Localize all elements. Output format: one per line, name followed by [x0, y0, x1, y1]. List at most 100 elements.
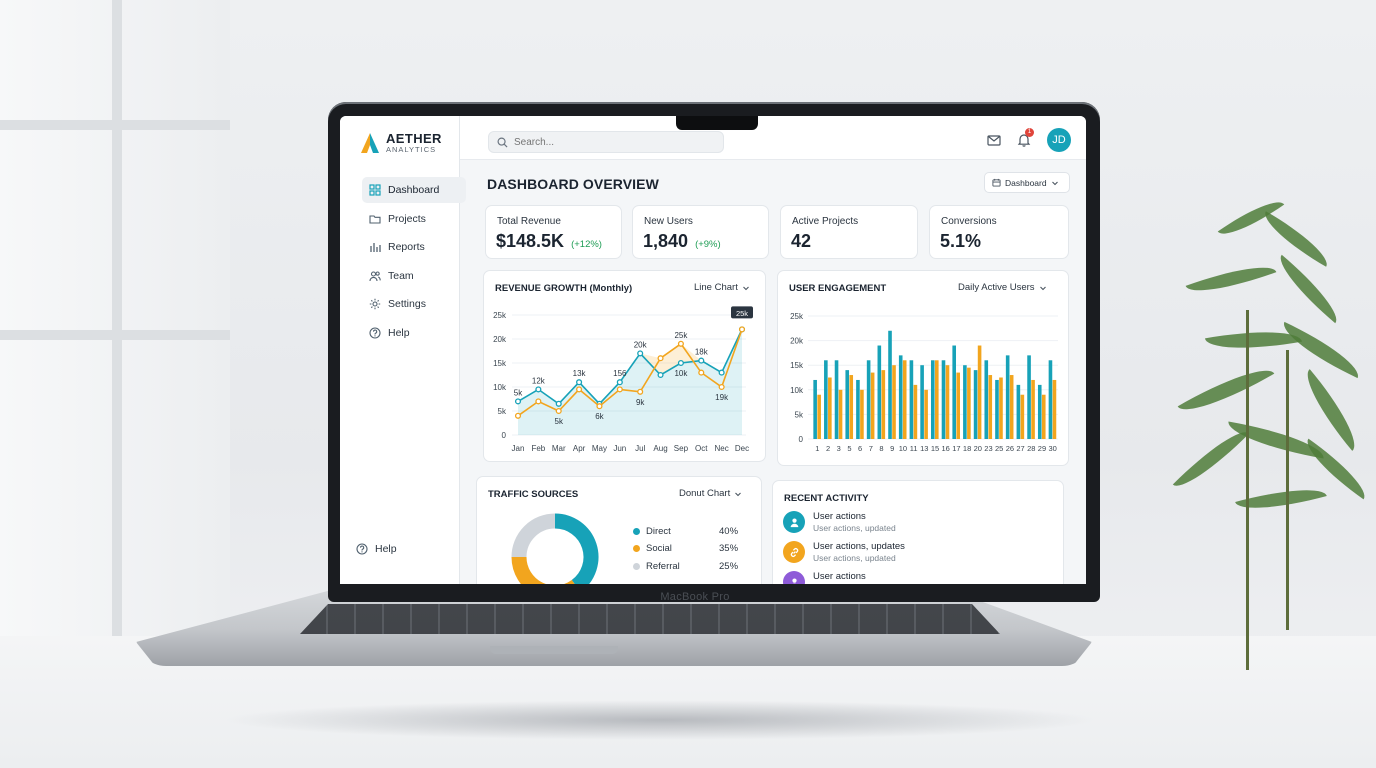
bar-orange [902, 360, 907, 439]
chart-type-select[interactable]: Donut Chart [679, 488, 742, 499]
x-tick-label: 1 [815, 444, 819, 453]
data-point [576, 379, 583, 386]
data-label: 12k [532, 376, 546, 385]
activity-item[interactable]: User actions User actions, updated [783, 511, 896, 533]
bar-teal [898, 355, 903, 439]
data-label: 5k [555, 417, 564, 426]
data-point [616, 386, 623, 393]
data-label: 18k [695, 348, 709, 357]
data-label: 25k [674, 331, 688, 340]
kpi-value: 5.1% [940, 231, 982, 251]
sidebar-item-team[interactable]: Team [362, 263, 466, 289]
bar-teal [920, 365, 924, 439]
user-engagement-card: USER ENGAGEMENT Daily Active Users 0 5k 10… [777, 270, 1069, 466]
bar-orange [924, 389, 928, 439]
mail-icon[interactable] [986, 132, 1002, 148]
sidebar-item-help[interactable]: Help [362, 320, 466, 346]
bar-teal [1005, 355, 1010, 439]
bar-teal [834, 360, 839, 439]
data-label: 13k [573, 369, 587, 378]
metric-select[interactable]: Daily Active Users [958, 282, 1047, 293]
kpi-label: Conversions [941, 216, 997, 227]
bar-orange [892, 365, 896, 439]
kpi-value: 42 [791, 231, 812, 251]
y-tick-label: 10k [790, 386, 804, 395]
device-label: MacBook Pro [660, 591, 730, 603]
x-tick-label: Nec [715, 444, 729, 453]
activity-title: User actions, updates [813, 541, 905, 552]
x-tick-label: 27 [1016, 444, 1024, 453]
x-tick-label: 30 [1048, 444, 1056, 453]
bar-teal [1048, 360, 1053, 439]
revenue-line-chart[interactable]: 0 5k 10k 15k 20k 25k Jan Feb Mar Apr May Jun Jul Aug S… [484, 271, 767, 463]
avatar[interactable]: JD [1047, 128, 1071, 152]
data-point [698, 357, 705, 364]
help-circle-icon [369, 326, 381, 339]
bar-orange [945, 365, 950, 439]
kpi-card-active-projects[interactable]: Active Projects 42 [780, 205, 918, 259]
data-point [637, 388, 644, 395]
brand-subtitle: ANALYTICS [386, 144, 437, 154]
brand-logo[interactable]: AETHER ANALYTICS [360, 132, 442, 154]
x-tick-label: 15 [931, 444, 939, 453]
bar-orange [881, 370, 886, 439]
sidebar-item-settings[interactable]: Settings [362, 291, 466, 317]
bar-teal [1037, 384, 1042, 439]
top-bar: 1 JD [460, 116, 1086, 160]
bar-orange [1031, 379, 1035, 439]
kpi-card-revenue[interactable]: Total Revenue $148.5K (+12%) [485, 205, 622, 259]
notification-badge: 1 [1025, 128, 1034, 137]
activity-subtitle: User actions, updated [813, 553, 896, 563]
bar-orange [828, 377, 832, 439]
donut-slice-direct [554, 513, 599, 584]
kpi-card-new-users[interactable]: New Users 1,840 (+9%) [632, 205, 769, 259]
bar-teal [941, 360, 946, 439]
y-tick-label: 5k [498, 407, 507, 416]
x-tick-label: 23 [984, 444, 992, 453]
chevron-down-icon [1051, 181, 1058, 185]
bar-teal [909, 360, 914, 439]
legend-item-social: Social 35% [633, 543, 738, 554]
kpi-card-conversions[interactable]: Conversions 5.1% [929, 205, 1069, 259]
x-tick-label: May [592, 444, 607, 453]
activity-item[interactable]: User actions, updates User actions, upda… [783, 541, 905, 563]
x-tick-label: 16 [942, 444, 950, 453]
traffic-donut-chart[interactable] [505, 507, 605, 584]
laptop-shadow [220, 700, 1100, 740]
search-box[interactable] [488, 131, 724, 153]
legend-dot [633, 545, 640, 552]
sidebar-footer-help[interactable]: Help [356, 543, 397, 555]
sidebar-item-label: Settings [388, 298, 426, 310]
camera-notch [676, 116, 758, 130]
legend-item-referral: Referral 25% [633, 561, 738, 572]
tooltip-text: 25k [736, 309, 748, 318]
x-tick-label: 10 [899, 444, 907, 453]
data-point [535, 398, 542, 405]
chevron-down-icon [735, 492, 742, 496]
card-title: REVENUE GROWTH (Monthly) [495, 283, 633, 294]
y-tick-label: 0 [502, 431, 507, 440]
page-title: DASHBOARD OVERVIEW [487, 176, 659, 192]
sidebar-item-projects[interactable]: Projects [362, 206, 466, 232]
data-point [677, 359, 684, 367]
sidebar-item-dashboard[interactable]: Dashboard [362, 177, 466, 203]
x-tick-label: 8 [879, 444, 883, 453]
sidebar-item-reports[interactable]: Reports [362, 234, 466, 260]
data-point [718, 369, 725, 376]
series-line-teal [517, 329, 743, 405]
y-tick-label: 5k [795, 410, 804, 419]
activity-title: User actions [813, 571, 866, 582]
bar-orange [1052, 379, 1057, 439]
grid-icon [369, 184, 381, 196]
potted-plant [1146, 190, 1376, 670]
activity-item[interactable]: User actions [783, 571, 866, 584]
y-tick-label: 25k [493, 311, 507, 320]
bar-teal [995, 379, 999, 439]
search-input[interactable] [514, 136, 714, 148]
view-select[interactable]: Dashboard [984, 172, 1070, 193]
chart-type-select[interactable]: Line Chart [694, 282, 750, 293]
card-title: TRAFFIC SOURCES [488, 489, 579, 500]
bar-teal [813, 379, 817, 439]
legend-value: 40% [719, 526, 739, 537]
